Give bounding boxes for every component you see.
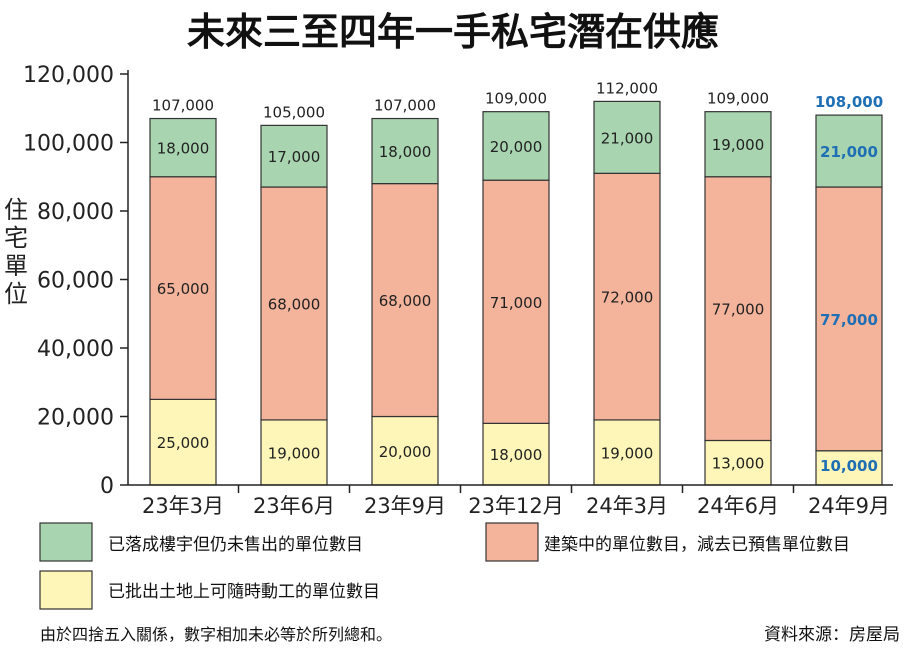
- bar-segment-completed: [815, 114, 883, 188]
- bar-total-label: 105,000: [263, 103, 325, 121]
- legend-item-completed: 已落成樓宇但仍未售出的單位數目: [39, 522, 363, 562]
- bar-stack: 20,000 68,000 18,000 107,000: [371, 97, 439, 486]
- x-tick-label: 24年9月: [808, 494, 890, 518]
- bar-value-label: 10,000: [820, 457, 878, 475]
- bar-segment-land: [260, 419, 328, 486]
- bar-stack: 19,000 68,000 17,000 105,000: [260, 103, 328, 486]
- y-tick-label: 60,000: [37, 269, 114, 294]
- bar-value-label: 18,000: [157, 140, 210, 158]
- bar-value-label: 13,000: [712, 455, 765, 473]
- bar-segment-completed: [593, 100, 661, 174]
- legend-swatch: [39, 570, 93, 610]
- bar-value-label: 21,000: [820, 143, 878, 161]
- legend-swatch: [39, 522, 93, 562]
- bar-value-label: 72,000: [601, 289, 654, 307]
- bar-stack: 10,000 77,000 21,000 108,000: [815, 93, 883, 486]
- bar-segment-construction: [149, 176, 217, 400]
- y-tick-label: 80,000: [37, 200, 114, 225]
- x-axis: 23年3月 23年6月 23年9月 23年12月 24年3月 24年6月 24年9月: [128, 484, 893, 518]
- bar-value-label: 71,000: [490, 294, 543, 312]
- y-tick-label: 40,000: [37, 337, 114, 362]
- bar-segment-land: [149, 398, 217, 486]
- bar-segment-completed: [482, 111, 550, 181]
- bar-total-label: 107,000: [152, 97, 214, 115]
- y-tick-label: 0: [100, 474, 114, 499]
- bar-segment-completed: [260, 124, 328, 188]
- rounding-note: 由於四捨五入關係，數字相加未必等於所列總和。: [40, 625, 392, 644]
- bar-segment-completed: [371, 117, 439, 185]
- bar-value-label: 18,000: [379, 143, 432, 161]
- bar-stack: 19,000 72,000 21,000 112,000: [593, 79, 661, 486]
- bar-value-label: 65,000: [157, 280, 210, 298]
- bar-stack: 13,000 77,000 19,000 109,000: [704, 90, 772, 486]
- legend-label: 建築中的單位數目，減去已預售單位數目: [544, 535, 850, 555]
- y-tick-label: 100,000: [23, 132, 114, 157]
- bar-stack: 25,000 65,000 18,000 107,000: [149, 97, 217, 486]
- x-tick-label: 24年3月: [586, 494, 668, 518]
- bar-segment-construction: [704, 176, 772, 442]
- y-tick-label: 120,000: [23, 63, 114, 88]
- bar-value-label: 20,000: [379, 443, 432, 461]
- legend-swatch: [485, 522, 539, 562]
- x-tick-label: 23年6月: [253, 494, 335, 518]
- bar-segment-land: [482, 422, 550, 486]
- legend-item-construction: 建築中的單位數目，減去已預售單位數目: [485, 522, 850, 562]
- bars-group: 25,000 65,000 18,000 107,000 19,000 68,000 17,…: [149, 79, 883, 486]
- bar-total-label: 108,000: [815, 93, 883, 111]
- legend: 已落成樓宇但仍未售出的單位數目 建築中的單位數目，減去已預售單位數目已批出土地上可…: [39, 522, 850, 610]
- bar-value-label: 19,000: [268, 444, 321, 462]
- bar-value-label: 77,000: [712, 301, 765, 319]
- bar-value-label: 20,000: [490, 138, 543, 156]
- bar-value-label: 19,000: [601, 444, 654, 462]
- bar-value-label: 21,000: [601, 129, 654, 147]
- bar-total-label: 112,000: [596, 79, 658, 97]
- bar-value-label: 68,000: [379, 292, 432, 310]
- bar-value-label: 68,000: [268, 295, 321, 313]
- x-tick-label: 23年9月: [364, 494, 446, 518]
- x-tick-label: 23年3月: [142, 494, 224, 518]
- x-tick-label: 24年6月: [697, 494, 779, 518]
- bar-value-label: 77,000: [820, 311, 878, 329]
- y-axis: 0 20,000 40,000 60,000 80,000 100,000 120,000: [23, 63, 129, 499]
- bar-segment-construction: [482, 179, 550, 424]
- y-tick-label: 20,000: [37, 406, 114, 431]
- bar-total-label: 109,000: [707, 90, 769, 108]
- bar-total-label: 109,000: [485, 90, 547, 108]
- bar-segment-construction: [260, 186, 328, 421]
- bar-segment-completed: [149, 117, 217, 178]
- bar-segment-completed: [704, 111, 772, 178]
- bar-segment-construction: [815, 186, 883, 452]
- y-axis-label: 住宅單位: [4, 196, 28, 308]
- legend-label: 已落成樓宇但仍未售出的單位數目: [108, 535, 363, 555]
- bar-segment-land: [815, 450, 883, 486]
- bar-stack: 18,000 71,000 20,000 109,000: [482, 90, 550, 486]
- bar-value-label: 17,000: [268, 148, 321, 166]
- bar-value-label: 25,000: [157, 434, 210, 452]
- bar-total-label: 107,000: [374, 97, 436, 115]
- bar-segment-construction: [371, 183, 439, 418]
- legend-item-land: 已批出土地上可隨時動工的單位數目: [39, 570, 380, 610]
- chart-title: 未來三至四年一手私宅潛在供應: [187, 10, 719, 54]
- bar-value-label: 19,000: [712, 136, 765, 154]
- source-credit: 資料來源：房屋局: [764, 625, 900, 645]
- x-tick-label: 23年12月: [468, 494, 563, 518]
- bar-value-label: 18,000: [490, 446, 543, 464]
- legend-label: 已批出土地上可隨時動工的單位數目: [108, 582, 380, 602]
